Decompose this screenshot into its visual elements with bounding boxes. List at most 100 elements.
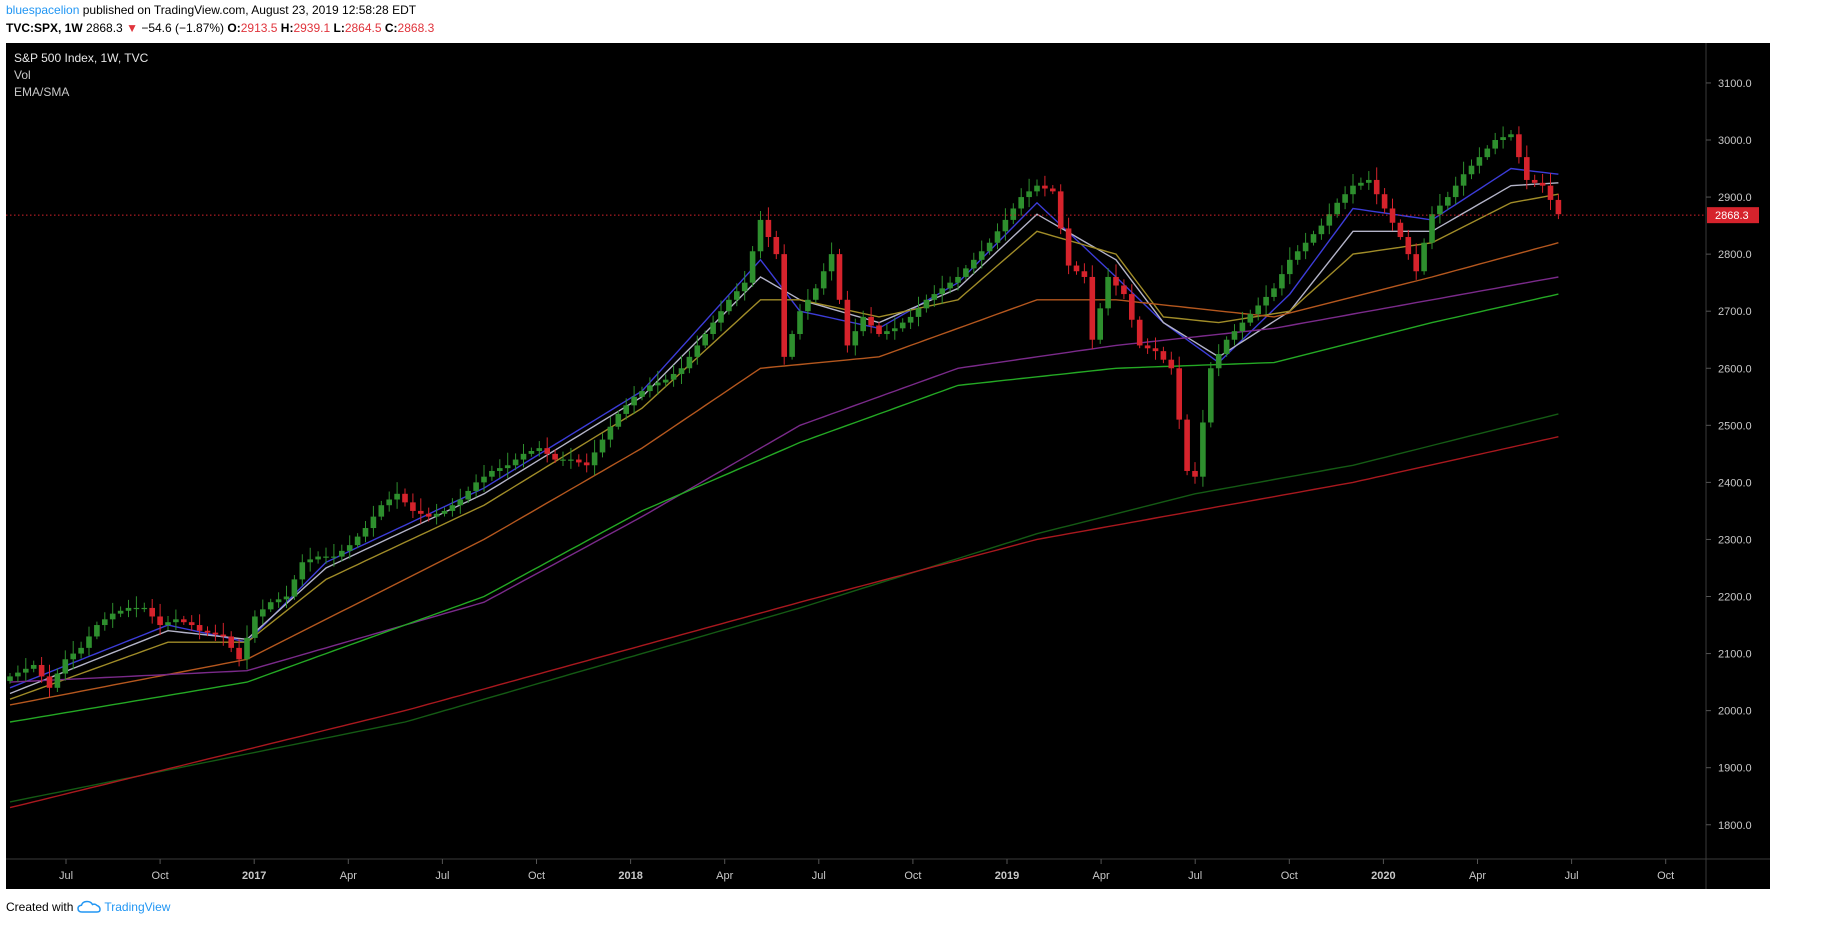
candle [394, 482, 400, 509]
candle [236, 638, 242, 667]
ma-line-4 [9, 276, 1559, 683]
author-link[interactable]: bluespacelion [6, 3, 80, 17]
candle [386, 491, 392, 512]
candle [884, 324, 890, 340]
candle [1484, 145, 1491, 160]
x-tick-label: Jul [59, 870, 73, 882]
candle [939, 275, 945, 305]
y-tick-label: 2500.0 [1718, 420, 1752, 432]
candle [1492, 132, 1498, 155]
close-value: 2868.3 [397, 21, 435, 35]
x-tick-label: Apr [1093, 870, 1110, 882]
candle [718, 300, 724, 332]
candle [1381, 188, 1388, 214]
candle [1508, 129, 1514, 141]
candle [78, 641, 84, 659]
x-tick-label: Jul [812, 870, 826, 882]
candle [481, 465, 487, 492]
candle [1413, 243, 1419, 280]
candle [125, 599, 132, 618]
candle [465, 486, 471, 503]
candle [504, 452, 511, 479]
y-tick-label: 1900.0 [1718, 763, 1752, 775]
candle [1002, 208, 1009, 241]
candle [489, 465, 495, 481]
price-chart[interactable]: 1800.0 1900.0 2000.0 2100.0 2200.0 2300.0 2400… [6, 43, 1770, 889]
candle [497, 459, 503, 479]
y-tick-label: 2100.0 [1718, 649, 1752, 661]
candle [188, 615, 195, 631]
candle [1287, 247, 1293, 285]
candle [38, 656, 45, 683]
candle [536, 441, 543, 457]
y-tick-label: 2900.0 [1718, 192, 1752, 204]
candle [631, 386, 637, 414]
candle [291, 575, 298, 600]
chart-frame[interactable]: 1800.0 1900.0 2000.0 2100.0 2200.0 2300.0 2400… [6, 43, 1770, 889]
candle [204, 626, 211, 637]
candle [117, 606, 124, 618]
y-tick-label: 2800.0 [1718, 249, 1752, 261]
publish-text: published on TradingView.com, August 23,… [79, 3, 417, 17]
candle [686, 350, 693, 374]
candle [615, 410, 622, 430]
candle [1547, 173, 1554, 210]
x-tick-label: 2018 [618, 870, 642, 882]
candle [797, 304, 803, 340]
high-value: 2939.1 [293, 21, 331, 35]
candle [836, 248, 843, 304]
candle [805, 289, 811, 320]
candle [591, 439, 598, 476]
candle [418, 498, 424, 524]
candle [1050, 185, 1056, 195]
candle [892, 317, 898, 340]
candle [109, 602, 116, 628]
candle [1073, 261, 1080, 275]
candle [1310, 230, 1317, 246]
candle [528, 447, 535, 457]
tradingview-link[interactable]: TradingView [104, 900, 171, 914]
candle [260, 599, 266, 625]
x-tick-label: Apr [716, 870, 733, 882]
candle [299, 554, 306, 586]
candle [844, 290, 851, 353]
candle [971, 252, 977, 275]
last-price-label: 2868.3 [1715, 210, 1749, 222]
candle [994, 223, 1001, 250]
candle [710, 315, 716, 340]
candle [915, 296, 922, 327]
candle [1460, 161, 1467, 196]
candle [354, 533, 361, 548]
candle [1294, 245, 1301, 265]
x-tick-label: Oct [904, 870, 921, 882]
candle [402, 488, 408, 507]
candle [1334, 198, 1340, 218]
candle [346, 535, 353, 559]
candle [512, 453, 519, 471]
footer: Created with TradingView [6, 900, 170, 914]
candle [907, 308, 914, 329]
candle [1200, 409, 1206, 487]
candle [1129, 284, 1135, 328]
open-value: 2913.5 [240, 21, 278, 35]
candle [1239, 311, 1246, 340]
candle [1231, 324, 1238, 346]
change-value: −54.6 (−1.87%) [141, 21, 225, 35]
candle [1263, 285, 1269, 315]
candle [583, 453, 590, 473]
candle [1215, 344, 1222, 377]
candle [670, 365, 677, 387]
last-price-tag [1707, 207, 1759, 224]
y-tick-label: 3000.0 [1718, 135, 1752, 147]
candle [1097, 303, 1103, 344]
candle [876, 322, 882, 337]
symbol-label: TVC:SPX, 1W [6, 21, 83, 35]
ma-line-5 [9, 293, 1559, 723]
candle [1358, 177, 1364, 190]
x-tick-label: Oct [1281, 870, 1298, 882]
candle [196, 614, 203, 640]
candle [1405, 229, 1412, 260]
y-tick-label: 2700.0 [1718, 306, 1752, 318]
ma-line-3 [9, 242, 1559, 706]
candle [1476, 147, 1483, 174]
